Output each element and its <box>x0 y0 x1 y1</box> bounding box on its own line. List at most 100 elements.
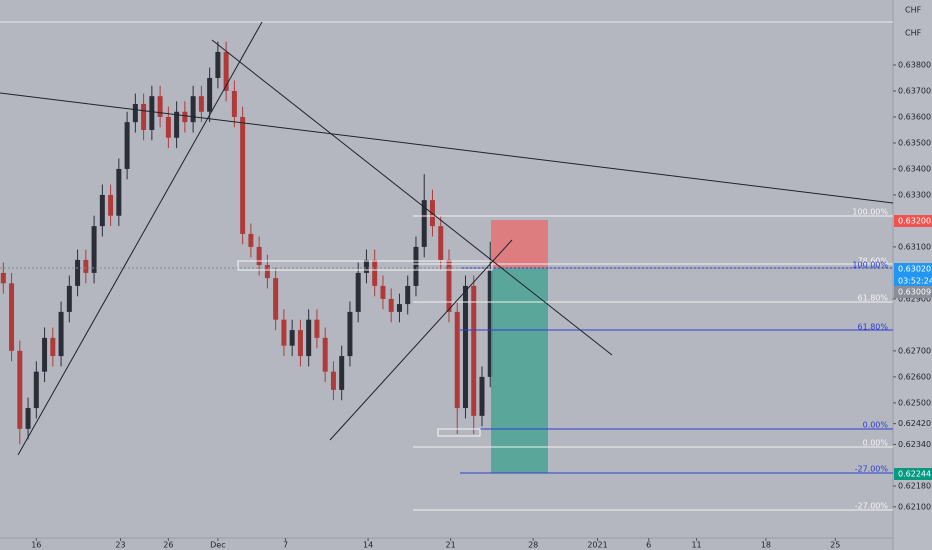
fib-label: -27.00% <box>855 465 889 474</box>
candle-body <box>413 246 419 286</box>
fib-label: 100.00% <box>852 208 888 217</box>
candle-body <box>347 311 353 357</box>
fib-label: 61.80% <box>857 294 888 303</box>
x-tick-label: 16 <box>31 541 41 550</box>
drawings <box>0 21 894 511</box>
fib-label: 0.00% <box>863 439 889 448</box>
candle-body <box>25 408 31 429</box>
candle-body <box>116 168 122 216</box>
candle-body <box>256 246 262 266</box>
candle-body <box>132 103 138 123</box>
y-tick-label: 0.62900 <box>898 294 931 303</box>
y-tick-label: 0.63500 <box>898 138 931 147</box>
candle-body <box>306 319 312 357</box>
candle-body <box>446 259 452 312</box>
price-tag-label: 0.63200 <box>898 217 931 226</box>
candle-body <box>165 116 171 138</box>
price-tag-bg <box>894 275 932 287</box>
fib-label: 61.80% <box>857 323 888 332</box>
y-tick-label: 0.63100 <box>898 242 931 251</box>
price-tag: 0.63009 <box>894 286 932 298</box>
candle-body <box>17 350 23 429</box>
trend-line <box>17 21 263 456</box>
candle-body <box>264 265 270 279</box>
candle-body <box>124 122 130 169</box>
candle-body <box>207 77 213 112</box>
candle-body <box>479 376 485 416</box>
currency-label: CHF <box>905 29 922 38</box>
zone-box <box>237 260 493 271</box>
fib-label: 0.00% <box>863 421 889 430</box>
y-tick-label: 0.63700 <box>898 86 931 95</box>
candle-body <box>58 311 64 357</box>
candle-body <box>0 272 6 284</box>
candle-body <box>372 259 378 286</box>
candle-body <box>421 200 427 247</box>
y-tick-label: 0.62420 <box>898 419 931 428</box>
x-tick-label: 14 <box>363 541 373 550</box>
y-tick-label: 0.62100 <box>898 502 931 511</box>
candle-body <box>240 116 246 234</box>
price-tag: 0.63020 <box>894 263 932 275</box>
fib-label: 100.00% <box>852 261 888 270</box>
candle-body <box>174 111 180 138</box>
x-tick-label: 7 <box>283 541 288 550</box>
candle-body <box>355 272 361 312</box>
candle-body <box>388 298 394 312</box>
y-tick-label: 0.63600 <box>898 112 931 121</box>
stop-zone <box>491 220 548 268</box>
candle-body <box>396 304 402 312</box>
x-tick-label: 11 <box>691 541 701 550</box>
price-tag: 0.62244 <box>894 468 932 480</box>
candle-body <box>99 194 105 227</box>
x-tick-label: 2021 <box>587 541 607 550</box>
candle-body <box>462 285 468 409</box>
candle-body <box>289 330 295 346</box>
candle-body <box>339 356 345 390</box>
candle-body <box>297 330 303 357</box>
candle-body <box>182 111 188 123</box>
candle-body <box>314 319 320 338</box>
price-tag-label: 0.62244 <box>898 470 931 479</box>
price-tag-label: 03:52:24 <box>898 277 932 286</box>
candle-body <box>330 371 336 390</box>
candle-body <box>83 259 89 273</box>
x-tick-label: 25 <box>830 541 840 550</box>
target-zone <box>491 268 548 473</box>
candle-body <box>190 96 196 123</box>
candle-body <box>50 337 56 357</box>
y-tick-label: 0.63800 <box>898 60 931 69</box>
price-tag-label: 0.63009 <box>898 288 931 297</box>
candle-body <box>157 96 163 117</box>
trend-line <box>211 39 613 356</box>
candle-body <box>215 51 221 78</box>
x-tick-label: 21 <box>446 541 456 550</box>
fib-label: -27.00% <box>855 502 889 511</box>
price-tag-bg <box>894 215 932 227</box>
candle-body <box>231 90 237 117</box>
candle-body <box>273 278 279 320</box>
candle-body <box>281 319 287 346</box>
candle-body <box>248 233 254 247</box>
x-tick-label: Dec <box>210 541 225 550</box>
candle-body <box>108 194 114 216</box>
candle-body <box>141 103 147 130</box>
fib-label: 78.60% <box>857 257 888 266</box>
candle-body <box>223 51 229 91</box>
x-tick-label: 18 <box>761 541 771 550</box>
x-tick-label: 28 <box>528 541 538 550</box>
y-tick-label: 0.62500 <box>898 398 931 407</box>
candle-body <box>322 337 328 372</box>
candle-body <box>149 96 155 130</box>
price-tag-bg <box>894 263 932 275</box>
candle-body <box>487 270 493 377</box>
candle-body <box>198 96 204 112</box>
candle-body <box>42 337 48 372</box>
x-tick-label: 23 <box>115 541 125 550</box>
currency-label: CHF <box>905 6 922 15</box>
candle-body <box>9 283 15 351</box>
candle-body <box>363 259 369 273</box>
candle-body <box>471 285 477 416</box>
